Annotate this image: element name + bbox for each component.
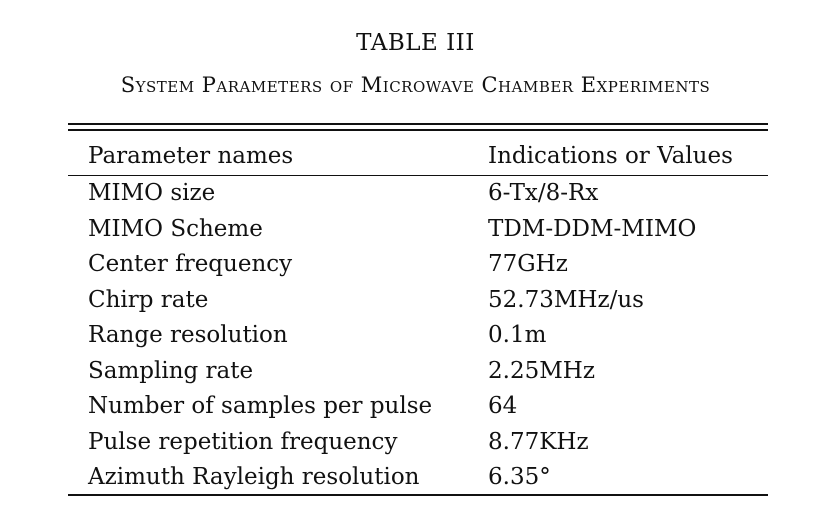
row-parameter-name: Center frequency [88, 251, 293, 277]
row-parameter-value: 8.77KHz [488, 429, 589, 455]
row-parameter-value: TDM-DDM-MIMO [488, 216, 697, 242]
header-parameter-names: Parameter names [88, 143, 294, 169]
row-parameter-value: 64 [488, 393, 518, 419]
row-parameter-name: Number of samples per pulse [88, 393, 433, 419]
table-caption: System Parameters of Microwave Chamber E… [120, 73, 711, 97]
row-parameter-value: 2.25MHz [488, 358, 595, 384]
row-parameter-name: Pulse repetition frequency [88, 429, 398, 455]
bottom-rule [68, 494, 768, 496]
top-rule-inner [68, 129, 768, 131]
row-parameter-name: Sampling rate [88, 358, 254, 384]
row-parameter-value: 6-Tx/8-Rx [488, 180, 599, 206]
row-parameter-value: 0.1m [488, 322, 547, 348]
table-label: TABLE III [356, 30, 475, 56]
row-parameter-name: Azimuth Rayleigh resolution [88, 464, 420, 490]
header-rule [68, 175, 768, 177]
top-rule-outer [68, 123, 768, 125]
row-parameter-name: Chirp rate [88, 287, 209, 313]
row-parameter-value: 52.73MHz/us [488, 287, 644, 313]
row-parameter-name: Range resolution [88, 322, 288, 348]
row-parameter-value: 6.35° [488, 464, 551, 490]
row-parameter-name: MIMO size [88, 180, 216, 206]
row-parameter-value: 77GHz [488, 251, 568, 277]
row-parameter-name: MIMO Scheme [88, 216, 263, 242]
header-indications-or-values: Indications or Values [488, 143, 733, 169]
